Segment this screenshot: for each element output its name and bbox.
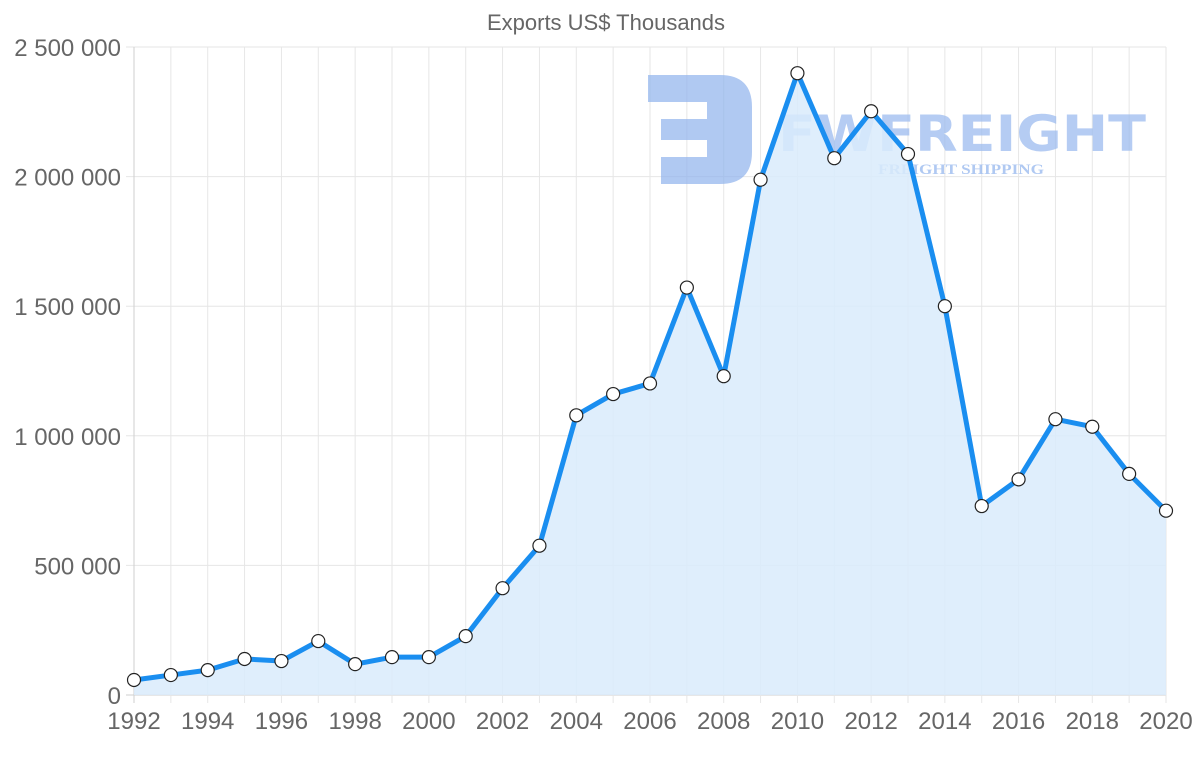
data-point[interactable] <box>827 151 842 166</box>
data-point[interactable] <box>495 581 510 596</box>
data-point[interactable] <box>126 672 142 688</box>
y-tick-label: 2 000 000 <box>14 165 121 192</box>
x-tick-label: 1992 <box>107 708 160 735</box>
data-point[interactable] <box>458 629 473 644</box>
chart-title: Exports US$ Thousands <box>487 10 725 35</box>
series-exports <box>126 66 1174 695</box>
data-point[interactable] <box>384 650 400 665</box>
data-point[interactable] <box>606 386 621 402</box>
data-point[interactable] <box>790 66 805 81</box>
x-tick-label: 2018 <box>1066 708 1119 735</box>
data-point[interactable] <box>1085 419 1100 434</box>
data-point[interactable] <box>642 376 658 391</box>
y-tick-label: 1 000 000 <box>14 424 121 451</box>
x-tick-label: 2000 <box>402 708 455 735</box>
y-axis: 0 500 000 1 000 000 1 500 000 2 000 000 2 500… <box>14 35 121 710</box>
data-point[interactable] <box>200 663 215 678</box>
data-point[interactable] <box>1158 503 1174 518</box>
data-point[interactable] <box>274 653 289 669</box>
data-point[interactable] <box>237 651 252 667</box>
data-point[interactable] <box>900 146 916 162</box>
y-tick-label: 500 000 <box>34 553 121 580</box>
x-tick-label: 2002 <box>476 708 529 735</box>
x-tick-label: 2004 <box>550 708 603 735</box>
data-point[interactable] <box>679 280 694 295</box>
data-point[interactable] <box>1122 466 1137 482</box>
y-tick-label: 2 500 000 <box>14 35 121 62</box>
data-point[interactable] <box>937 299 952 314</box>
y-tick-label: 0 <box>108 683 121 710</box>
data-point[interactable] <box>974 498 989 514</box>
x-tick-label: 1994 <box>181 708 234 735</box>
data-point[interactable] <box>1048 412 1063 427</box>
watermark-tagline: FREIGHT SHIPPING <box>878 162 1044 178</box>
x-tick-label: 2016 <box>992 708 1045 735</box>
data-point[interactable] <box>569 408 584 423</box>
data-point[interactable] <box>753 172 768 187</box>
y-tick-label: 1 500 000 <box>14 294 121 321</box>
data-point[interactable] <box>311 633 326 649</box>
data-point[interactable] <box>348 657 363 672</box>
x-tick-label: 2006 <box>623 708 676 735</box>
fw-logo-icon <box>648 75 752 184</box>
x-tick-label: 2012 <box>844 708 897 735</box>
x-tick-label: 2020 <box>1139 708 1192 735</box>
x-tick-label: 2008 <box>697 708 750 735</box>
x-tick-label: 1996 <box>255 708 308 735</box>
x-tick-label: 1998 <box>328 708 381 735</box>
data-point[interactable] <box>864 104 879 119</box>
x-axis: 1992 1994 1996 1998 2000 2002 2004 2006 2008 2010… <box>107 708 1192 735</box>
data-point[interactable] <box>421 650 436 665</box>
x-tick-label: 2010 <box>771 708 824 735</box>
data-point[interactable] <box>163 667 178 683</box>
x-tick-label: 2014 <box>918 708 971 735</box>
data-point[interactable] <box>532 538 547 553</box>
data-point[interactable] <box>1011 472 1026 487</box>
data-point[interactable] <box>716 369 731 384</box>
